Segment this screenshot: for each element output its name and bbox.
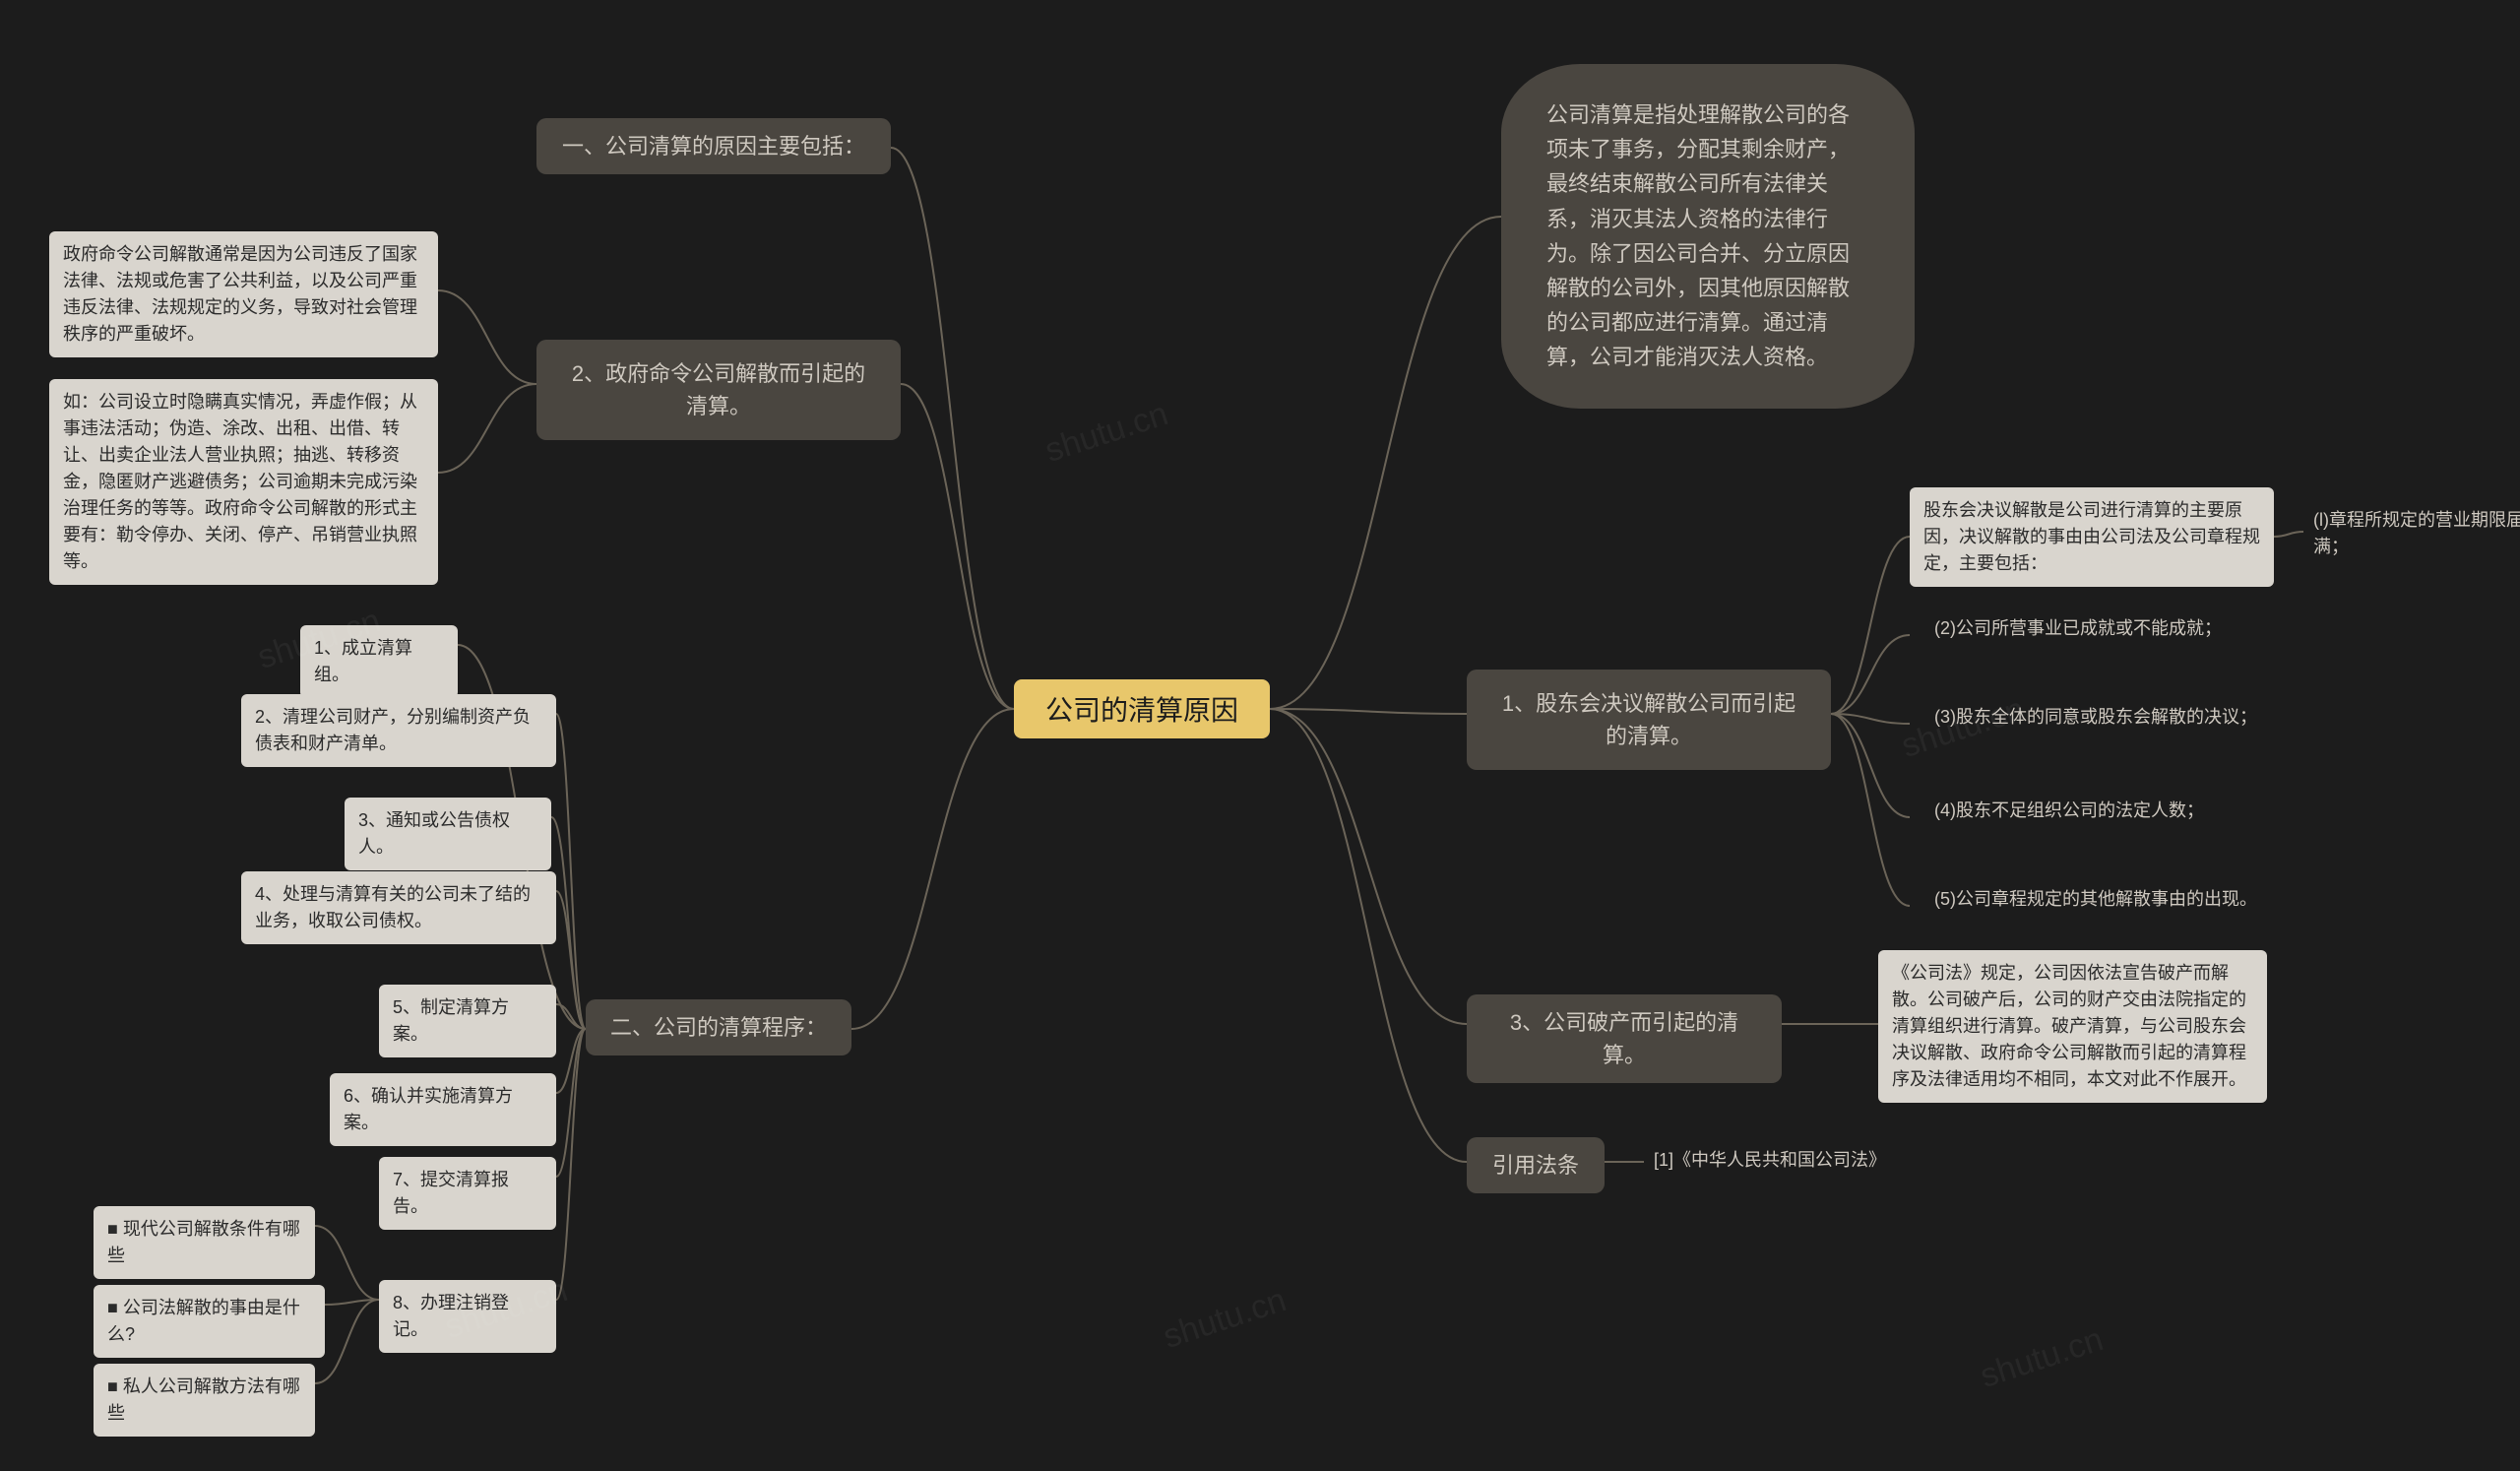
right-node-3[interactable]: 3、公司破产而引起的清算。 — [1467, 994, 1782, 1083]
left-node-3[interactable]: 二、公司的清算程序： — [586, 999, 851, 1055]
step-8-sub-3: ■ 私人公司解散方法有哪些 — [94, 1364, 315, 1437]
center-node[interactable]: 公司的清算原因 — [1014, 679, 1270, 738]
right-n1-item-4: (4)股东不足组织公司的法定人数； — [1934, 798, 2210, 824]
step-2: 2、清理公司财产，分别编制资产负债表和财产清单。 — [241, 694, 556, 767]
right-n1-intro: 股东会决议解散是公司进行清算的主要原因，决议解散的事由由公司法及公司章程规定，主… — [1910, 487, 2274, 587]
step-8: 8、办理注销登记。 — [379, 1280, 556, 1353]
step-3: 3、通知或公告债权人。 — [345, 798, 551, 870]
step-6: 6、确认并实施清算方案。 — [330, 1073, 556, 1146]
mindmap-canvas: 公司的清算原因 公司清算是指处理解散公司的各项未了事务，分配其剩余财产，最终结束… — [0, 0, 2520, 1471]
description-node: 公司清算是指处理解散公司的各项未了事务，分配其剩余财产，最终结束解散公司所有法律… — [1501, 64, 1915, 409]
right-cite-ref: [1]《中华人民共和国公司法》 — [1654, 1147, 1910, 1174]
right-n1-item-3: (3)股东全体的同意或股东会解散的决议； — [1934, 704, 2259, 731]
left-n2-detail-2: 如：公司设立时隐瞒真实情况，弄虚作假；从事违法活动；伪造、涂改、出租、出借、转让… — [49, 379, 438, 585]
left-node-2[interactable]: 2、政府命令公司解散而引起的清算。 — [536, 340, 901, 440]
step-7: 7、提交清算报告。 — [379, 1157, 556, 1230]
right-n3-detail: 《公司法》规定，公司因依法宣告破产而解散。公司破产后，公司的财产交由法院指定的清… — [1878, 950, 2267, 1103]
right-node-1[interactable]: 1、股东会决议解散公司而引起的清算。 — [1467, 670, 1831, 770]
right-n1-item-2: (2)公司所营事业已成就或不能成就； — [1934, 615, 2230, 642]
step-5: 5、制定清算方案。 — [379, 985, 556, 1057]
step-4: 4、处理与清算有关的公司未了结的业务，收取公司债权。 — [241, 871, 556, 944]
right-cite[interactable]: 引用法条 — [1467, 1137, 1605, 1193]
right-n1-item-5: (5)公司章程规定的其他解散事由的出现。 — [1934, 886, 2259, 913]
left-node-1[interactable]: 一、公司清算的原因主要包括： — [536, 118, 891, 174]
left-n2-detail-1: 政府命令公司解散通常是因为公司违反了国家法律、法规或危害了公共利益，以及公司严重… — [49, 231, 438, 357]
right-n1-item-1: (l)章程所规定的营业期限届满； — [2313, 507, 2520, 560]
step-8-sub-1: ■ 现代公司解散条件有哪些 — [94, 1206, 315, 1279]
step-1: 1、成立清算组。 — [300, 625, 458, 698]
step-8-sub-2: ■ 公司法解散的事由是什么? — [94, 1285, 325, 1358]
